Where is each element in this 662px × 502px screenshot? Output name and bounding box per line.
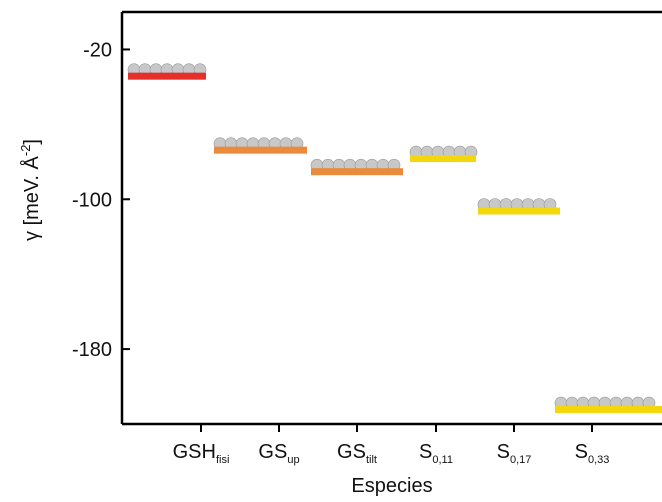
y-axis-label: γ [meV. Å-2] (18, 139, 43, 241)
x-tick-label: GSHfisi (173, 441, 230, 466)
x-tick-label: S0,11 (419, 441, 453, 466)
category-sub: 0,33 (588, 454, 609, 466)
x-tick-label: S0,33 (575, 441, 610, 466)
category-text: GS (337, 441, 366, 463)
level-bar (555, 406, 662, 414)
category-sub: 0,11 (432, 454, 453, 466)
y-label-text: γ [meV. Å (20, 155, 43, 241)
category-sub: fisi (216, 454, 229, 466)
category-text: S (575, 441, 588, 463)
level-bar (478, 207, 560, 215)
x-tick-label: GStilt (337, 441, 377, 466)
category-text: GSH (173, 441, 216, 463)
category-text: GS (258, 441, 287, 463)
category-sub: 0,17 (510, 454, 531, 466)
x-axis-label: Especies (351, 475, 432, 497)
y-tick-label: -20 (83, 39, 112, 61)
category-sub: tilt (366, 454, 377, 466)
level-bar (410, 155, 476, 163)
x-tick-label: S0,17 (497, 441, 532, 466)
y-tick-label: -180 (72, 339, 112, 361)
x-tick-label: GSup (258, 441, 299, 466)
y-label-end: ] (21, 139, 43, 145)
y-tick-label: -100 (72, 189, 112, 211)
level-bar (128, 72, 206, 80)
level-bar (214, 146, 307, 154)
frame (120, 10, 662, 426)
y-label-sup: -2 (18, 145, 33, 157)
level-bar (311, 168, 403, 176)
category-text: S (497, 441, 510, 463)
category-sub: up (287, 454, 299, 466)
category-text: S (419, 441, 432, 463)
